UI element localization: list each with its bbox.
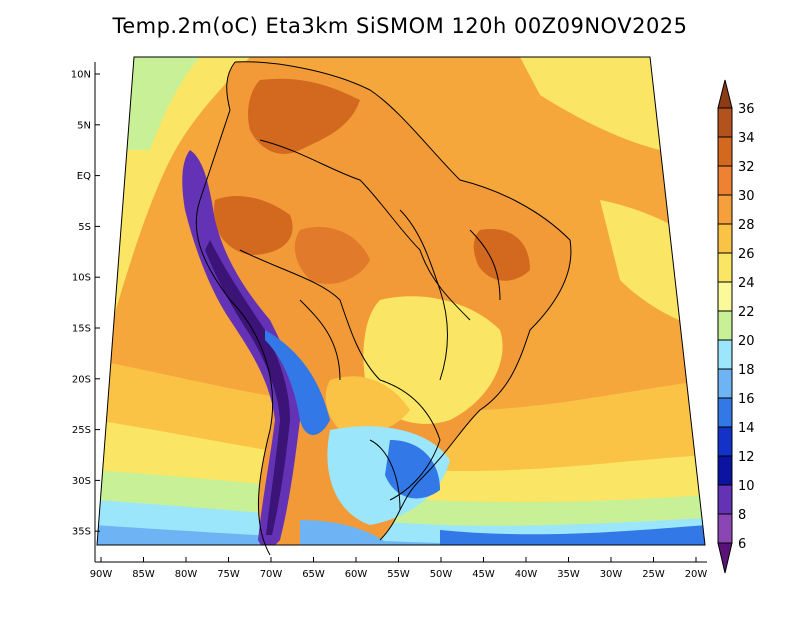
colorbar-swatch [717, 194, 733, 225]
lon-tick-label: 45W [472, 569, 495, 580]
border-west-brazil [239, 249, 381, 381]
hot-zone-northeast [473, 229, 530, 281]
andes-coldest-core [205, 240, 290, 535]
colorbar-swatch [717, 310, 733, 341]
domain-outline [96, 56, 706, 546]
ocean-nw-cool [120, 57, 200, 150]
lon-tick-label: 30W [600, 569, 623, 580]
map-field [97, 57, 705, 545]
colorbar-label: 24 [738, 276, 755, 291]
hot-zone-north [248, 78, 360, 154]
colorbar-swatch [717, 455, 733, 486]
colorbar-label: 36 [738, 102, 755, 117]
lon-tick-label: 90W [90, 569, 113, 580]
lon-tick-label: 50W [430, 569, 453, 580]
lon-tick-label: 20W [685, 569, 708, 580]
colorbar-label: 34 [738, 131, 755, 146]
hot-zone-west-amazon [214, 195, 293, 255]
colorbar-label: 8 [738, 508, 746, 523]
colorbar-label: 22 [738, 305, 755, 320]
colorbar-swatch [717, 136, 733, 167]
colorbar-swatch [717, 484, 733, 515]
lat-tick-label: 35S [72, 527, 91, 538]
colorbar-swatch [717, 368, 733, 399]
boundaries [195, 61, 572, 556]
colorbar-swatch [717, 252, 733, 283]
colorbar-label: 12 [738, 450, 755, 465]
lat-tick-label: EQ [77, 171, 91, 182]
colorbar-label: 6 [738, 537, 746, 552]
ocean-ne-cool [520, 57, 660, 150]
coastline-east [234, 61, 572, 541]
colorbar-swatch [717, 426, 733, 457]
lat-tick-label: 30S [72, 476, 91, 487]
lon-tick-label: 40W [515, 569, 538, 580]
colorbar: 36 34 32 30 28 26 24 22 20 18 16 14 12 10 8 6 [717, 79, 755, 574]
colorbar-swatch [717, 397, 733, 428]
lat-tick-label: 5N [77, 120, 91, 131]
colorbar-label: 28 [738, 218, 755, 233]
lon-tick-label: 65W [302, 569, 325, 580]
lon-tick-label: 25W [642, 569, 665, 580]
colorbar-top-arrow [717, 79, 733, 109]
colorbar-label: 30 [738, 189, 755, 204]
border-north [259, 139, 471, 321]
lat-tick-label: 25S [72, 425, 91, 436]
coastline-west [195, 61, 274, 556]
patagonia-cool [300, 520, 390, 545]
lat-tick-label: 10S [72, 273, 91, 284]
border-uruguay [369, 439, 401, 511]
colorbar-label: 16 [738, 392, 755, 407]
border-state-1 [399, 209, 448, 381]
border-state-2 [469, 229, 501, 301]
colorbar-label: 26 [738, 247, 755, 262]
altiplano-cool [265, 330, 330, 435]
lon-tick-label: 35W [557, 569, 580, 580]
ocean-16-band [440, 525, 705, 545]
border-bolivia [299, 299, 341, 381]
colorbar-swatch [717, 165, 733, 196]
colorbar-swatch [717, 107, 733, 138]
longitude-ticks: 90W 85W 80W 75W 70W 65W 60W 55W 50W 45W 40W 35W 30W 2… [90, 557, 708, 580]
colorbar-label: 18 [738, 363, 755, 378]
lon-tick-label: 75W [217, 569, 240, 580]
latitude-ticks: 10N 5N EQ 5S 10S 15S 20S 25S 30S 35S [71, 70, 100, 538]
lon-tick-label: 70W [260, 569, 283, 580]
hot-zone-central [294, 226, 370, 284]
colorbar-swatch [717, 281, 733, 312]
colorbar-label: 32 [738, 160, 755, 175]
southern-brazil-cold [385, 440, 440, 499]
colorbar-bottom-arrow [717, 542, 733, 574]
border-south [379, 379, 441, 501]
lat-tick-label: 10N [71, 70, 91, 81]
colorbar-swatch [717, 513, 733, 544]
colorbar-label: 10 [738, 479, 755, 494]
lat-tick-label: 20S [72, 374, 91, 385]
colorbar-swatch [717, 223, 733, 254]
lon-tick-label: 55W [387, 569, 410, 580]
chaco-warm [325, 376, 410, 434]
colorbar-label: 14 [738, 421, 755, 436]
lon-tick-label: 85W [132, 569, 155, 580]
lat-tick-label: 5S [78, 222, 91, 233]
colorbar-label: 20 [738, 334, 755, 349]
plateau-cool [363, 296, 503, 424]
lon-tick-label: 60W [345, 569, 368, 580]
lat-tick-label: 15S [72, 324, 91, 335]
lon-tick-label: 80W [175, 569, 198, 580]
map-title: Temp.2m(oC) Eta3km SiSMOM 120h 00Z09NOV2… [112, 14, 688, 38]
colorbar-swatch [717, 339, 733, 370]
